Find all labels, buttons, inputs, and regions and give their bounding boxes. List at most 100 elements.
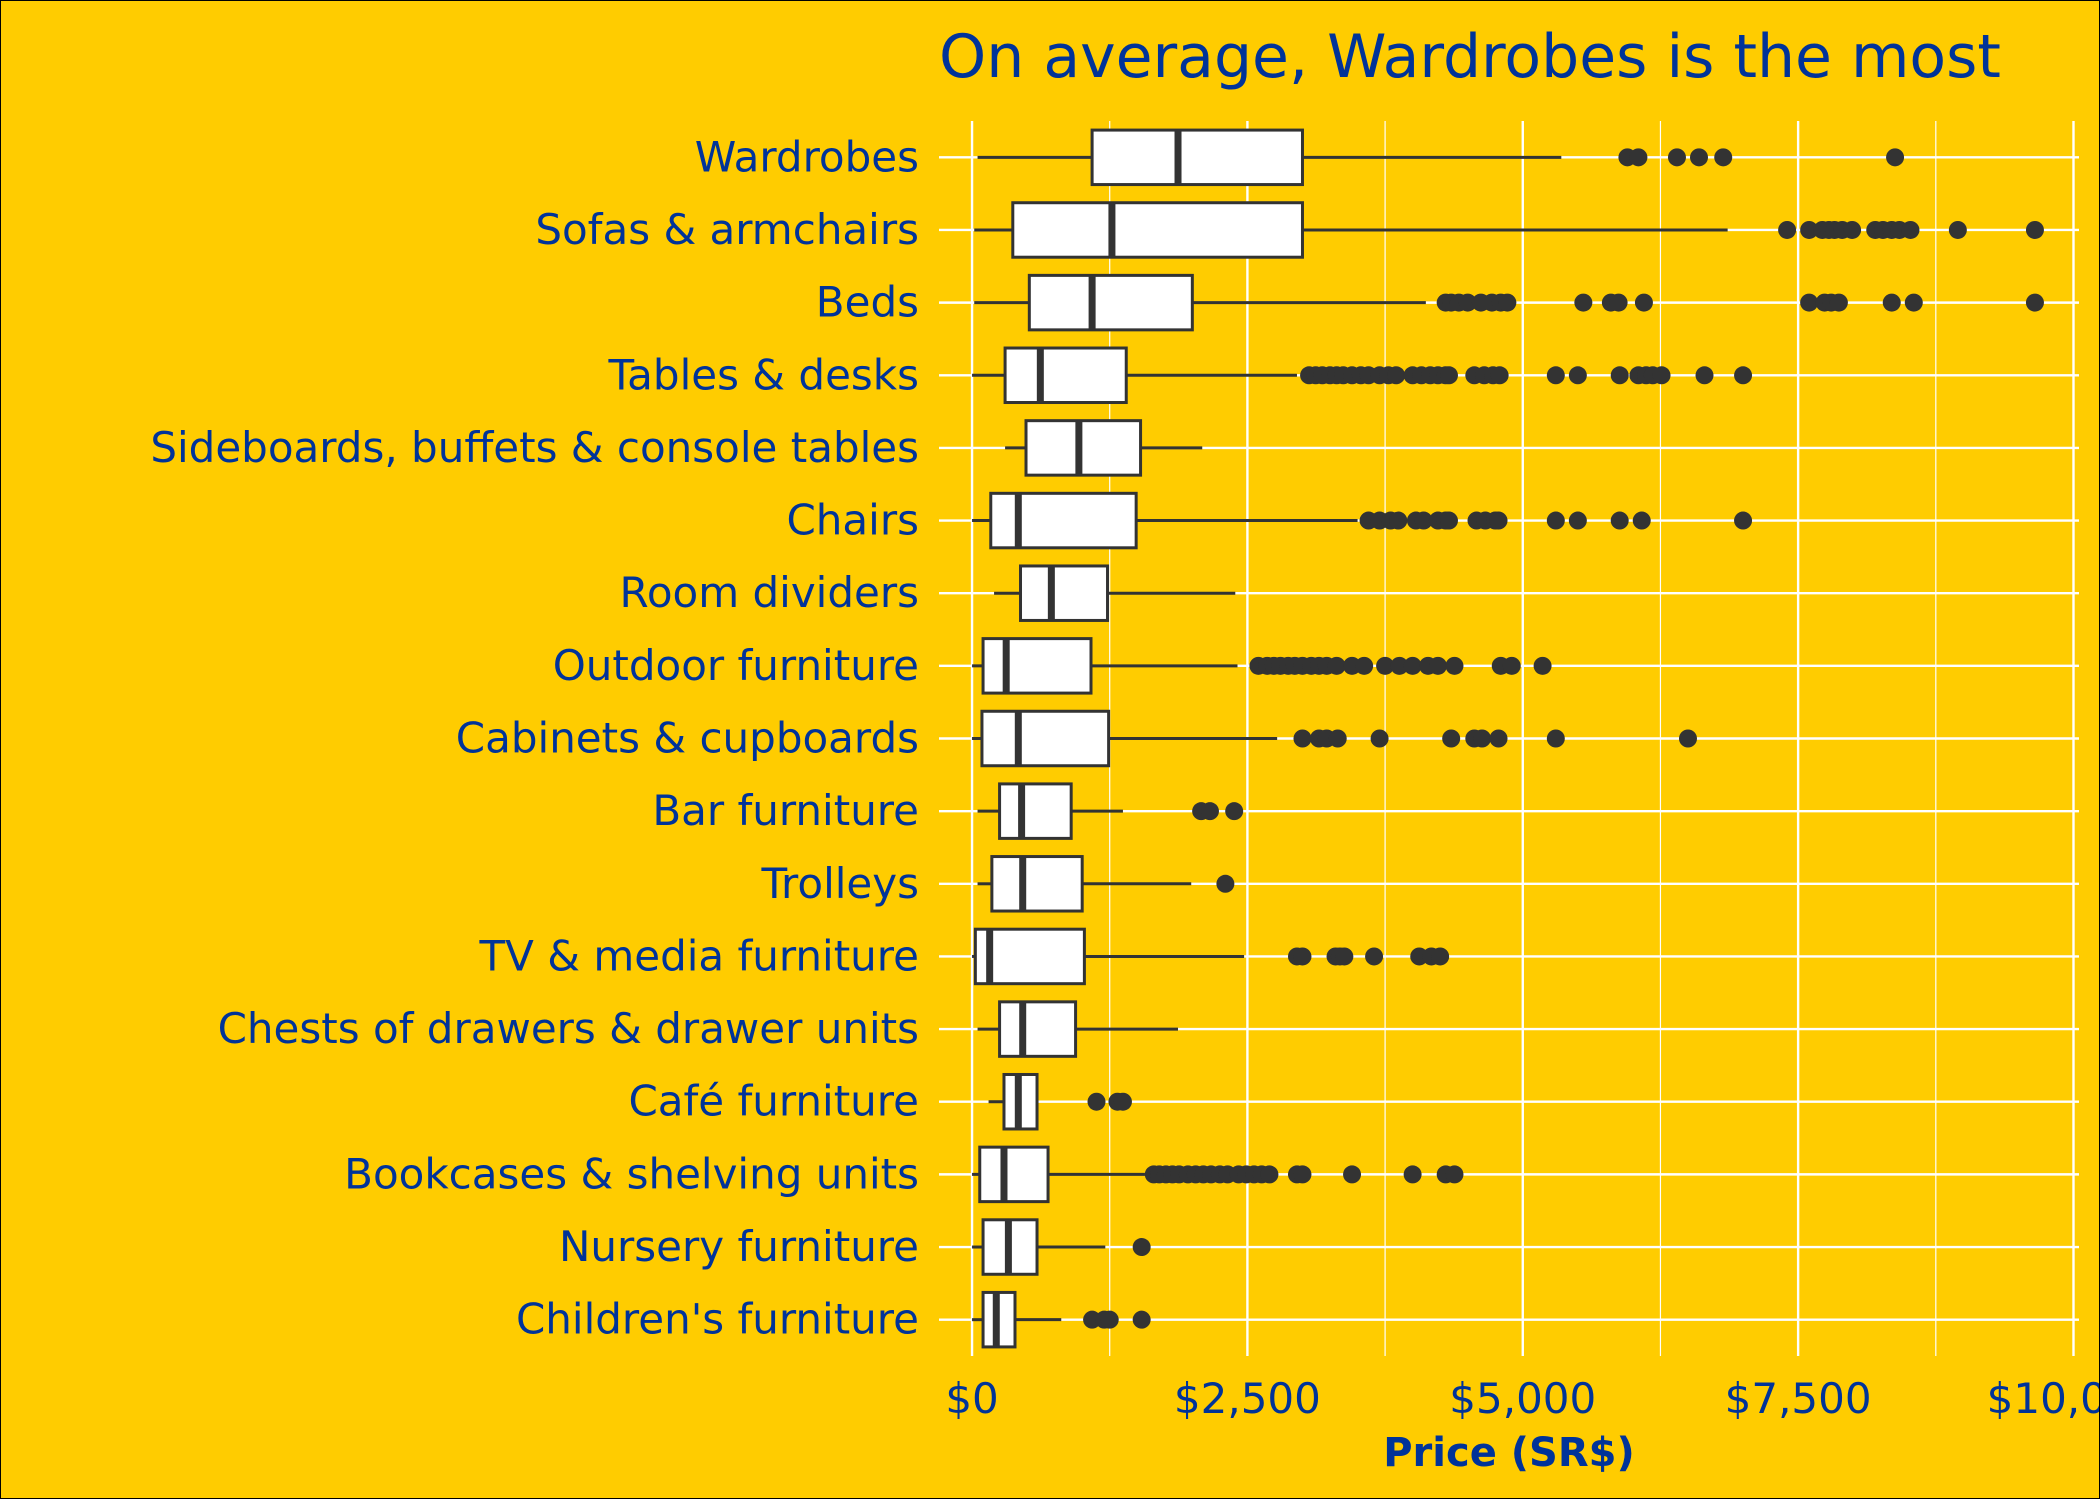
outlier-point — [1293, 729, 1312, 748]
x-axis-tick-labels: $0 $2,500 $5,000 $7,500 $10,000 — [945, 1374, 2099, 1423]
outlier-point — [1473, 729, 1492, 748]
y-tick-label: Chairs — [786, 496, 919, 545]
outlier-point — [1439, 511, 1458, 530]
outlier-point — [1403, 1165, 1422, 1184]
outlier-point — [1546, 366, 1565, 385]
outlier-point — [1389, 511, 1408, 530]
boxplot-12 — [977, 1000, 1179, 1058]
y-tick-label: Chests of drawers & drawer units — [218, 1004, 919, 1053]
outlier-point — [1293, 947, 1312, 966]
outlier-point — [1370, 729, 1389, 748]
outlier-point — [1904, 293, 1923, 312]
x-tick-label: $5,000 — [1449, 1374, 1596, 1423]
outlier-point — [1568, 366, 1587, 385]
outlier-point — [1293, 1165, 1312, 1184]
box — [1024, 419, 1143, 477]
box — [1027, 273, 1194, 332]
x-tick-label: $10,000 — [1987, 1374, 2099, 1423]
outlier-point — [1778, 220, 1797, 239]
outlier-point — [1439, 366, 1458, 385]
boxplot-16 — [972, 1290, 1151, 1349]
outlier-point — [1489, 729, 1508, 748]
outlier-point — [1690, 148, 1708, 167]
outlier-point — [1260, 1165, 1279, 1184]
outlier-point — [1634, 293, 1653, 312]
outlier-point — [1901, 220, 1920, 239]
boxplot-14 — [972, 1145, 1464, 1204]
box — [998, 1000, 1078, 1058]
outlier-point — [1610, 366, 1629, 385]
outlier-point — [1800, 293, 1819, 312]
outlier-point — [1216, 874, 1235, 893]
box — [1019, 564, 1110, 622]
boxplot-0 — [977, 128, 1905, 187]
outlier-point — [1829, 293, 1848, 312]
outlier-point — [1327, 656, 1346, 675]
outlier-point — [1629, 148, 1648, 167]
outlier-point — [1734, 511, 1753, 530]
x-tick-label: $0 — [945, 1374, 998, 1423]
box — [1011, 201, 1304, 259]
outlier-point — [1376, 656, 1395, 675]
box — [1003, 346, 1128, 405]
boxplot-9 — [977, 782, 1244, 840]
y-axis-tick-labels: Wardrobes Sofas & armchairs Beds Tables & d… — [150, 132, 919, 1343]
outlier-point — [2025, 220, 2044, 239]
chart-title: On average, Wardrobes is the most — [939, 22, 2001, 92]
box — [980, 709, 1111, 768]
outlier-point — [1445, 656, 1464, 675]
y-tick-label: Tables & desks — [607, 350, 919, 399]
outlier-point — [1355, 656, 1374, 675]
box — [998, 782, 1073, 840]
outlier-point — [1200, 802, 1219, 821]
x-tick-label: $7,500 — [1725, 1374, 1872, 1423]
boxplot-3 — [972, 346, 1753, 405]
outlier-point — [1843, 220, 1862, 239]
outlier-point — [1132, 1238, 1151, 1257]
outlier-point — [1428, 656, 1447, 675]
outlier-point — [1546, 511, 1565, 530]
outlier-point — [1498, 293, 1517, 312]
y-tick-label: Outdoor furniture — [553, 641, 919, 690]
outlier-point — [1800, 220, 1819, 239]
outlier-point — [1132, 1310, 1151, 1329]
outlier-point — [1882, 293, 1901, 312]
outlier-point — [1568, 511, 1587, 530]
outlier-point — [2025, 293, 2044, 312]
outlier-point — [1886, 148, 1905, 167]
boxplots — [972, 128, 2044, 1349]
boxplot-11 — [972, 927, 1450, 986]
y-tick-label: TV & media furniture — [478, 931, 919, 980]
outlier-point — [1490, 366, 1509, 385]
outlier-point — [1533, 656, 1552, 675]
box — [989, 491, 1138, 550]
y-tick-label: Café furniture — [628, 1077, 919, 1126]
outlier-point — [1431, 947, 1450, 966]
outlier-point — [1387, 366, 1406, 385]
outlier-point — [1652, 366, 1671, 385]
outlier-point — [1667, 148, 1686, 167]
outlier-point — [1502, 656, 1521, 675]
outlier-point — [1403, 656, 1422, 675]
x-tick-label: $2,500 — [1174, 1374, 1321, 1423]
boxplot-5 — [972, 491, 1753, 550]
box — [990, 855, 1084, 913]
outlier-point — [1414, 511, 1433, 530]
y-tick-label: Room dividers — [620, 568, 919, 617]
outlier-point — [1734, 366, 1753, 385]
box — [981, 637, 1093, 695]
y-tick-label: Trolleys — [761, 859, 919, 908]
outlier-point — [1610, 511, 1629, 530]
box — [973, 927, 1086, 986]
boxplot-2 — [974, 273, 2044, 332]
y-tick-label: Bar furniture — [652, 786, 919, 835]
outlier-point — [1489, 511, 1508, 530]
y-tick-label: Beds — [816, 278, 919, 327]
outlier-point — [1445, 1165, 1464, 1184]
outlier-point — [1442, 729, 1461, 748]
y-tick-label: Nursery furniture — [559, 1222, 919, 1271]
boxplot-10 — [977, 855, 1235, 913]
outlier-point — [1546, 729, 1565, 748]
outlier-point — [1335, 947, 1354, 966]
